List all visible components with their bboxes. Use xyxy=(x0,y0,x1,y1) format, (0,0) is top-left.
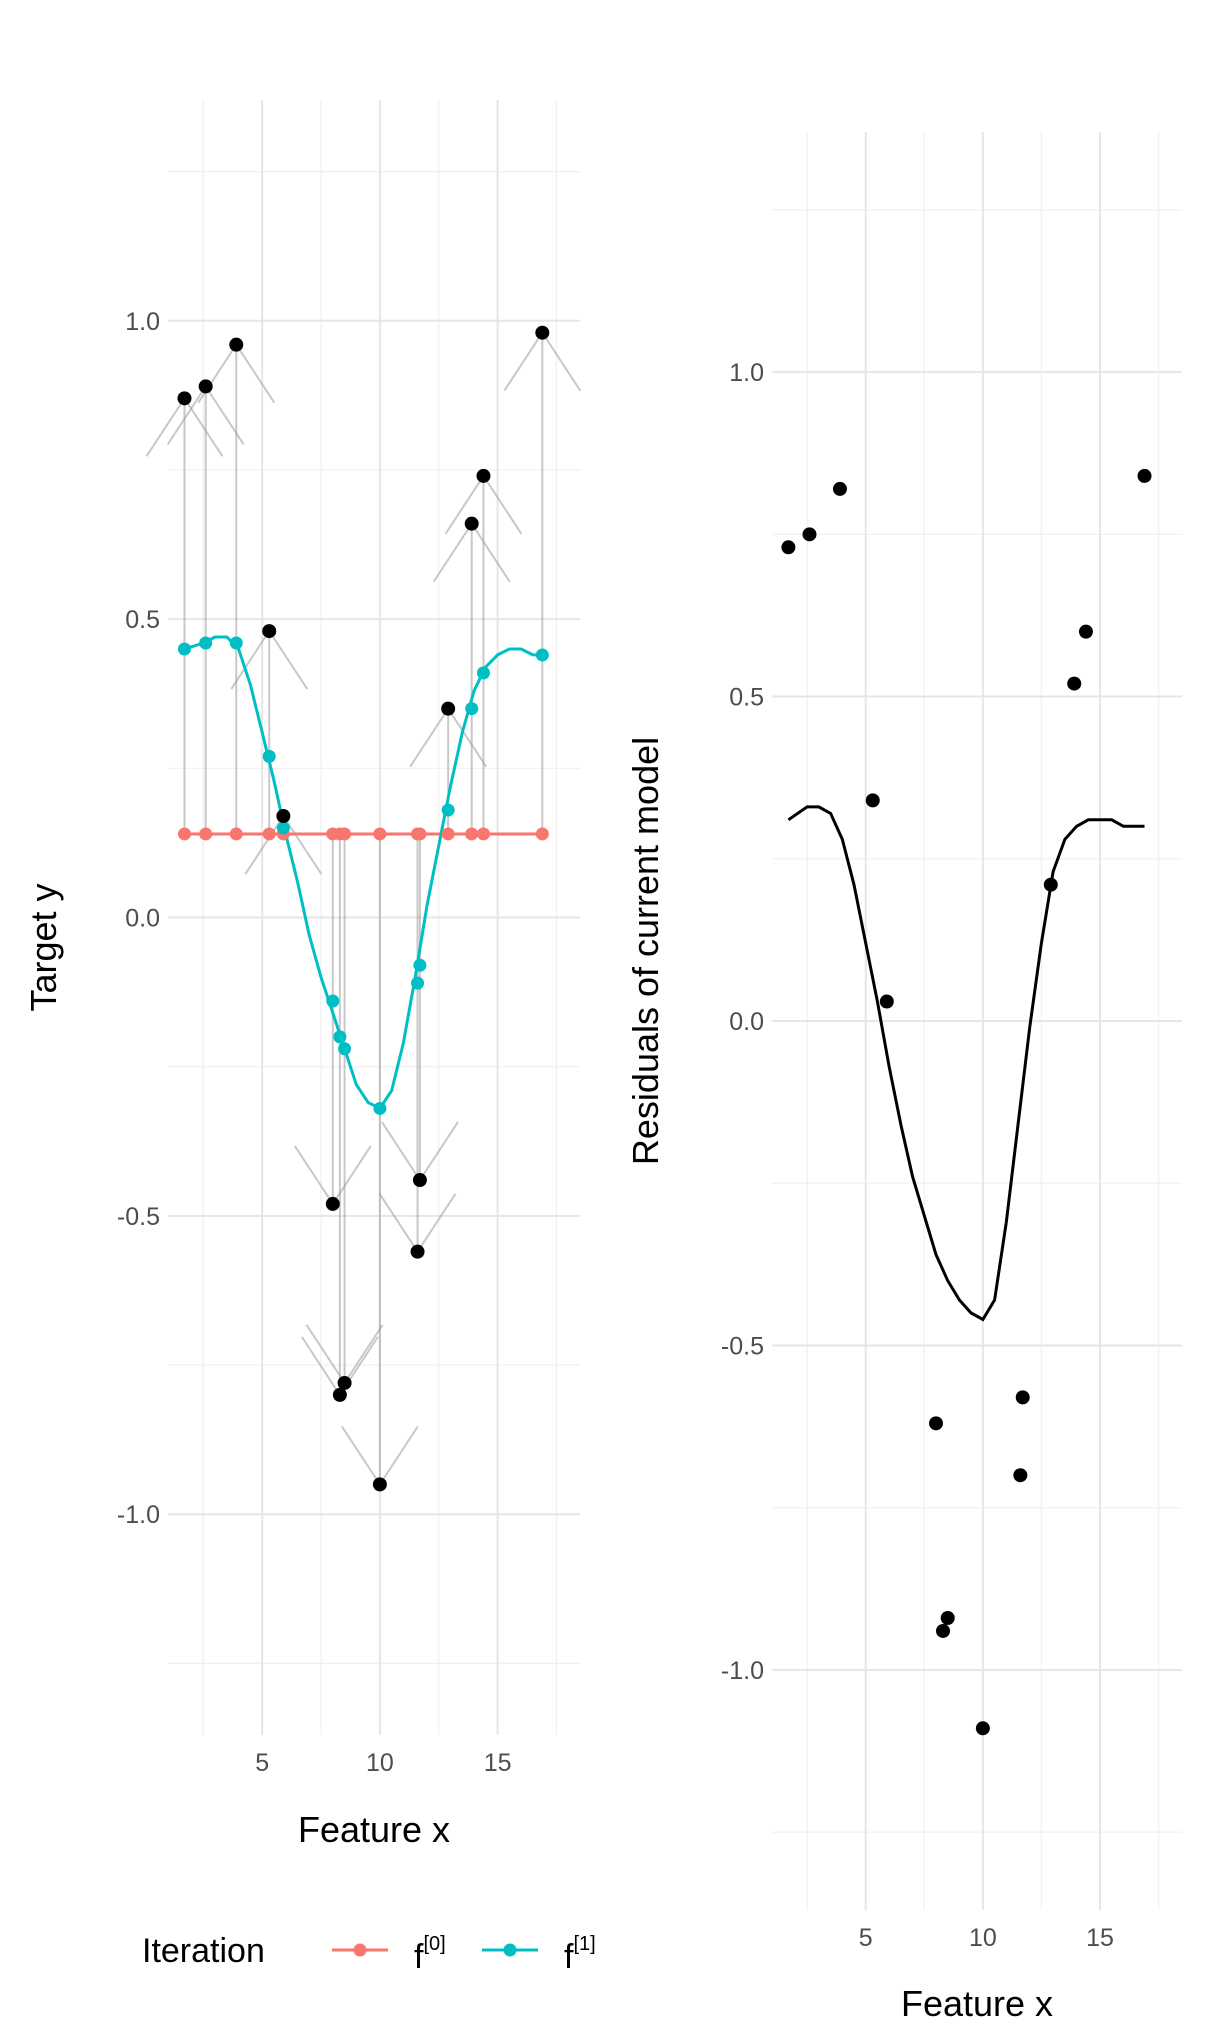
target-point-0 xyxy=(177,391,192,406)
f0-point-13 xyxy=(476,827,490,841)
target-point-7 xyxy=(337,1375,352,1390)
target-point-11 xyxy=(441,701,456,716)
f0-point-2 xyxy=(229,827,243,841)
f1-point-9 xyxy=(411,976,425,990)
residual-point-10 xyxy=(1015,1390,1030,1405)
f1-point-4 xyxy=(276,821,290,835)
left-series-lines xyxy=(184,635,543,1111)
target-point-12 xyxy=(464,516,479,531)
right-grid xyxy=(772,132,1182,1910)
legend-title: Iteration xyxy=(142,1932,265,1970)
target-point-13 xyxy=(476,468,491,483)
right-x-tick-label-1: 10 xyxy=(969,1924,997,1952)
left-y-axis-title: Target y xyxy=(23,883,64,1011)
left-residual-arrows xyxy=(145,330,582,1487)
residual-point-3 xyxy=(865,793,880,808)
right-x-tick-label-0: 5 xyxy=(859,1924,873,1952)
residual-point-5 xyxy=(929,1416,943,1431)
right-fit-line xyxy=(787,805,1145,1322)
right-y-tick-label-4: 1.0 xyxy=(729,359,764,387)
f1-point-8 xyxy=(373,1101,387,1115)
legend-label-f1: f[1] xyxy=(564,1933,596,1976)
residual-point-8 xyxy=(975,1721,990,1736)
residual-point-13 xyxy=(1078,624,1093,639)
f1-point-10 xyxy=(413,958,427,972)
left-y-tick-label-3: 0.5 xyxy=(125,606,160,634)
residual-point-0 xyxy=(781,540,796,555)
f0-point-14 xyxy=(535,827,549,841)
target-point-1 xyxy=(198,379,213,394)
left-points xyxy=(177,325,550,1492)
f1-point-5 xyxy=(326,994,340,1008)
legend-key-dot-f1 xyxy=(503,1943,517,1957)
target-point-3 xyxy=(262,624,277,639)
target-point-2 xyxy=(229,337,244,352)
f0-point-1 xyxy=(199,827,213,841)
target-point-6 xyxy=(332,1387,347,1402)
residual-point-11 xyxy=(1043,877,1058,892)
left-x-tick-label-0: 5 xyxy=(255,1749,269,1777)
panel-left-gradient-boosting: 5 10 15 -1.0 -0.5 0.0 0.5 1.0 Feature x Target … xyxy=(23,100,582,1850)
target-point-9 xyxy=(410,1244,425,1259)
residual-point-14 xyxy=(1137,468,1152,483)
f0-point-8 xyxy=(373,827,387,841)
right-y-tick-label-0: -1.0 xyxy=(721,1657,764,1685)
right-x-axis-title: Feature x xyxy=(901,1983,1053,2024)
right-points xyxy=(781,468,1152,1736)
right-y-axis-title: Residuals of current model xyxy=(625,737,666,1165)
legend-item-f0: f[0] xyxy=(332,1933,446,1976)
right-y-tick-label-3: 0.5 xyxy=(729,684,764,712)
target-point-5 xyxy=(325,1196,340,1211)
f1-point-0 xyxy=(177,642,191,656)
residual-point-6 xyxy=(936,1623,951,1638)
residual-point-4 xyxy=(879,994,894,1009)
residual-point-2 xyxy=(832,481,847,496)
f1-point-7 xyxy=(338,1042,352,1056)
f1-point-1 xyxy=(199,636,213,650)
series-line-f1 xyxy=(184,635,543,1111)
f0-point-7 xyxy=(338,827,352,841)
right-tick-labels: 5 10 15 -1.0 -0.5 0.0 0.5 1.0 xyxy=(721,359,1114,1952)
f1-point-13 xyxy=(476,666,490,680)
target-point-4 xyxy=(276,809,291,824)
f1-point-12 xyxy=(465,702,479,716)
f0-point-10 xyxy=(413,827,427,841)
legend: Iteration f[0] f[1] xyxy=(142,1932,596,1976)
target-point-8 xyxy=(372,1477,387,1492)
target-point-10 xyxy=(412,1173,427,1188)
residual-point-9 xyxy=(1013,1468,1028,1483)
left-x-tick-label-2: 15 xyxy=(484,1749,512,1777)
residual-fit-line xyxy=(787,805,1145,1322)
left-x-axis-title: Feature x xyxy=(298,1809,450,1850)
left-y-tick-label-2: 0.0 xyxy=(125,905,160,933)
legend-item-f1: f[1] xyxy=(482,1933,596,1976)
right-y-tick-label-1: -0.5 xyxy=(721,1332,764,1360)
f0-point-12 xyxy=(465,827,479,841)
panel-right-residuals: 5 10 15 -1.0 -0.5 0.0 0.5 1.0 Feature x Residua… xyxy=(625,132,1182,2024)
f0-point-0 xyxy=(177,827,191,841)
legend-key-dot-f0 xyxy=(353,1943,367,1957)
right-x-tick-label-2: 15 xyxy=(1086,1924,1114,1952)
legend-label-f0: f[0] xyxy=(414,1933,446,1976)
right-y-tick-label-2: 0.0 xyxy=(729,1008,764,1036)
target-point-14 xyxy=(535,325,550,340)
f0-point-3 xyxy=(262,827,276,841)
f0-point-11 xyxy=(441,827,455,841)
left-y-tick-label-1: -0.5 xyxy=(117,1203,160,1231)
f1-point-3 xyxy=(262,749,276,763)
f1-point-14 xyxy=(535,648,549,662)
residual-point-7 xyxy=(940,1610,955,1625)
left-tick-labels: 5 10 15 -1.0 -0.5 0.0 0.5 1.0 xyxy=(117,308,512,1777)
left-grid xyxy=(168,100,580,1735)
left-x-tick-label-1: 10 xyxy=(366,1749,394,1777)
left-y-tick-label-4: 1.0 xyxy=(125,308,160,336)
f1-point-11 xyxy=(441,803,455,817)
left-y-tick-label-0: -1.0 xyxy=(117,1501,160,1529)
residual-point-1 xyxy=(802,527,817,542)
f1-point-6 xyxy=(333,1030,347,1044)
f1-point-2 xyxy=(229,636,243,650)
residual-point-12 xyxy=(1067,676,1082,691)
